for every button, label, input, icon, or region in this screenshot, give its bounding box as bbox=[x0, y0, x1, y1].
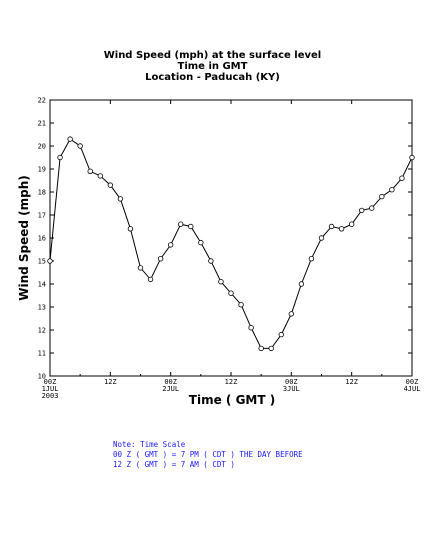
data-point bbox=[399, 175, 405, 181]
y-tick-label: 11 bbox=[38, 350, 46, 358]
y-axis: 10 11 12 13 14 15 16 17 18 19 20 21 22 bbox=[38, 97, 412, 381]
y-tick-label: 16 bbox=[38, 235, 46, 243]
note-line-1: Note: Time Scale bbox=[113, 440, 186, 449]
data-point bbox=[218, 279, 224, 285]
data-point bbox=[409, 154, 415, 161]
x-tick-label: 00Z bbox=[44, 378, 57, 386]
y-tick-label: 10 bbox=[38, 373, 46, 381]
data-point bbox=[379, 193, 385, 200]
data-point bbox=[389, 186, 395, 193]
y-tick-label: 15 bbox=[38, 258, 46, 266]
data-point bbox=[228, 290, 234, 296]
y-tick-label: 20 bbox=[38, 143, 46, 151]
data-point bbox=[47, 258, 53, 264]
x-tick-label: 12Z bbox=[345, 378, 358, 386]
x-tick-label: 00Z bbox=[406, 378, 419, 386]
data-point bbox=[359, 207, 365, 214]
data-point bbox=[157, 256, 164, 262]
data-point bbox=[67, 136, 73, 142]
data-point bbox=[248, 325, 254, 331]
x-tick-label: 00Z bbox=[164, 378, 177, 386]
data-point bbox=[127, 226, 134, 232]
data-point bbox=[328, 223, 335, 230]
x-tick-label: 1JUL bbox=[42, 385, 59, 393]
y-axis-label: Wind Speed (mph) bbox=[17, 175, 31, 301]
data-point bbox=[188, 223, 194, 230]
y-tick-label: 21 bbox=[38, 120, 46, 128]
note-line-2: 00 Z ( GMT ) = 7 PM ( CDT ) THE DAY BEFO… bbox=[113, 450, 303, 459]
data-point bbox=[308, 256, 315, 262]
series-points bbox=[47, 136, 415, 352]
data-point bbox=[318, 235, 325, 241]
data-point bbox=[77, 143, 83, 149]
data-point bbox=[167, 242, 174, 248]
y-tick-label: 18 bbox=[38, 189, 46, 197]
y-tick-label: 22 bbox=[38, 97, 46, 105]
y-tick-label: 13 bbox=[38, 304, 46, 312]
chart-title-line-2: Time in GMT bbox=[177, 61, 248, 72]
data-point bbox=[298, 281, 305, 287]
data-point bbox=[137, 265, 144, 271]
chart-title-line-1: Wind Speed (mph) at the surface level bbox=[103, 50, 322, 61]
data-point bbox=[258, 345, 264, 352]
chart-title-line-3: Location - Paducah (KY) bbox=[145, 72, 280, 83]
note-line-3: 12 Z ( GMT ) = 7 AM ( CDT ) bbox=[113, 460, 235, 469]
data-point bbox=[369, 205, 375, 211]
y-tick-label: 19 bbox=[38, 166, 46, 174]
data-point bbox=[348, 221, 355, 227]
x-tick-label: 12Z bbox=[104, 378, 117, 386]
data-point bbox=[268, 345, 274, 352]
data-point bbox=[208, 258, 214, 264]
data-point bbox=[87, 168, 93, 174]
data-point bbox=[288, 311, 295, 317]
data-point bbox=[338, 226, 345, 232]
plot-frame bbox=[49, 99, 413, 377]
data-point bbox=[117, 196, 124, 202]
data-point bbox=[198, 239, 204, 246]
x-tick-label: 4JUL bbox=[404, 385, 421, 393]
data-point bbox=[57, 154, 63, 161]
y-tick-label: 12 bbox=[38, 327, 46, 335]
x-tick-label: 12Z bbox=[225, 378, 238, 386]
data-point bbox=[107, 182, 114, 188]
y-tick-label: 17 bbox=[38, 212, 46, 220]
data-point bbox=[97, 173, 103, 179]
data-point bbox=[278, 331, 284, 338]
y-tick-label: 14 bbox=[38, 281, 46, 289]
data-point bbox=[238, 302, 244, 308]
data-point bbox=[147, 276, 154, 283]
x-tick-label: 3JUL bbox=[283, 385, 300, 393]
data-point bbox=[178, 221, 184, 227]
x-axis-label: Time ( GMT ) bbox=[189, 393, 275, 407]
x-tick-label: 2003 bbox=[42, 392, 59, 400]
x-tick-label: 00Z bbox=[285, 378, 298, 386]
series-line bbox=[49, 138, 413, 349]
x-tick-label: 2JUL bbox=[162, 385, 179, 393]
